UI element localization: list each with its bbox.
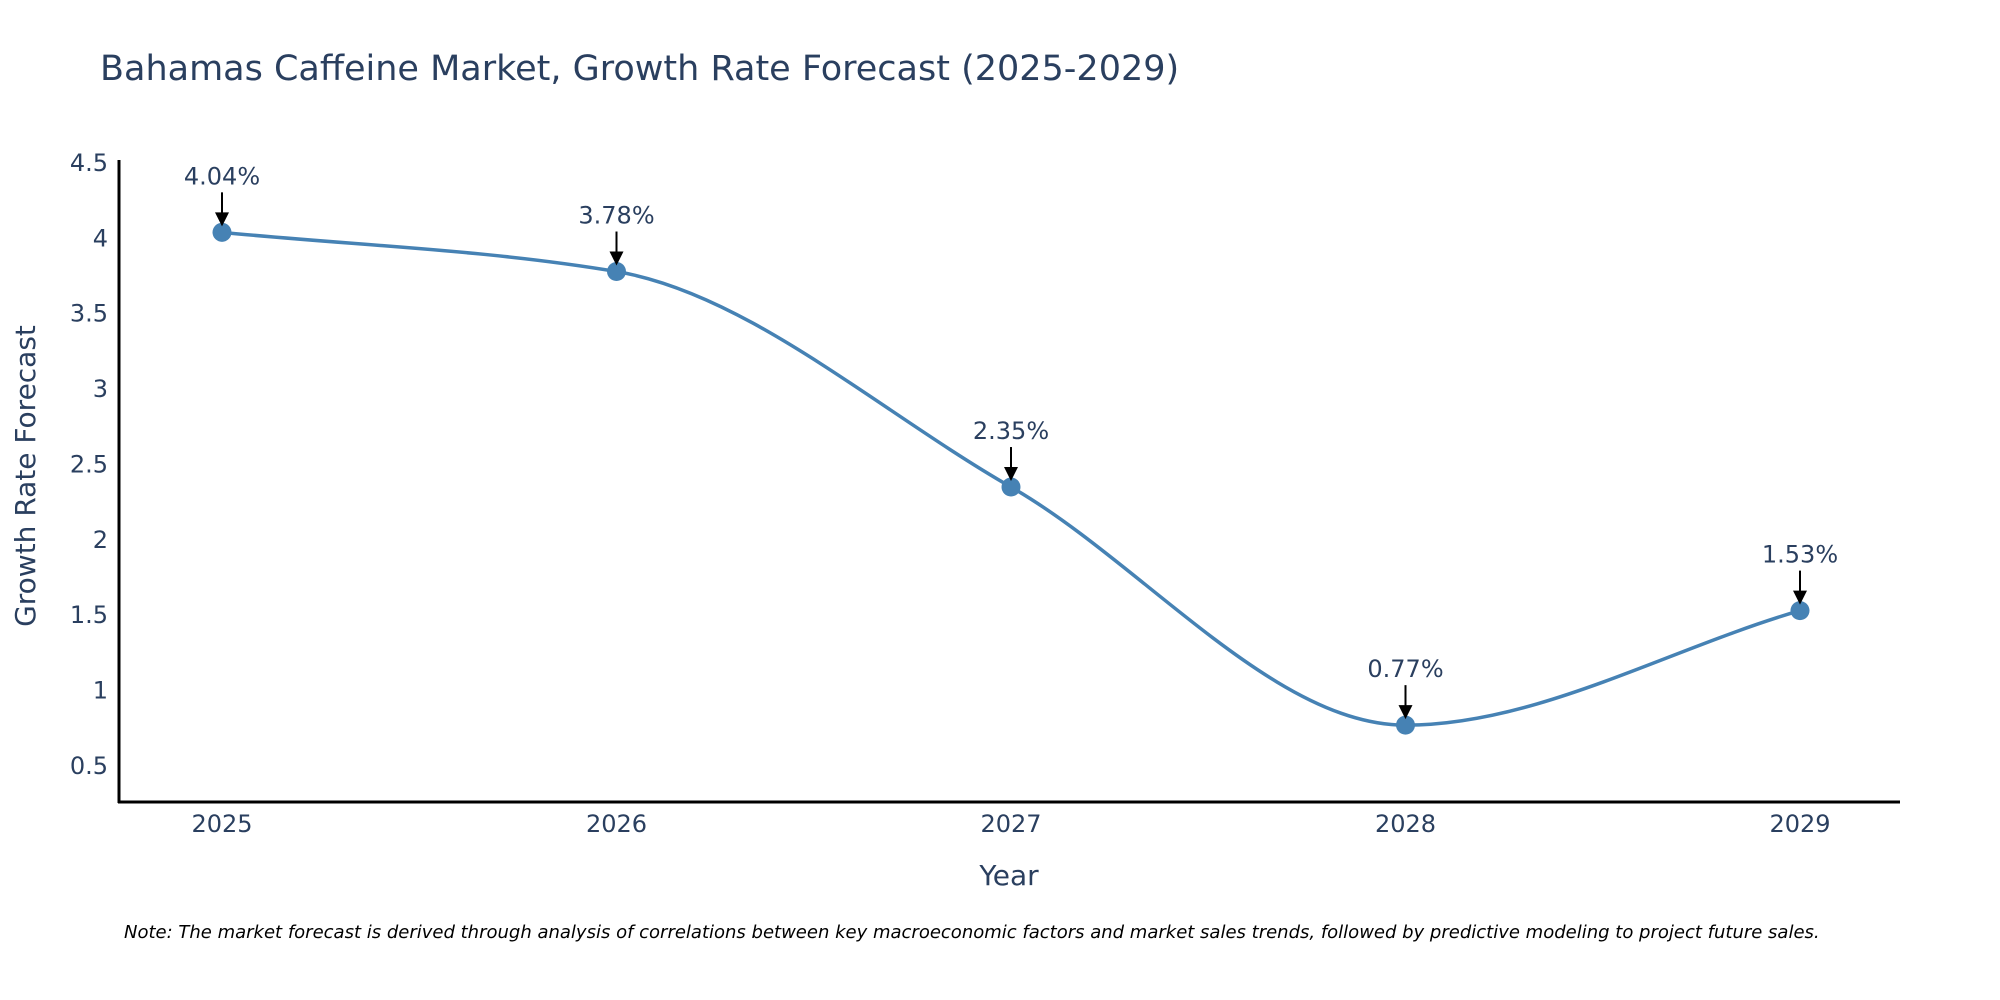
data-point-2025[interactable] [212,222,232,242]
y-axis-ticks: 0.5 1 1.5 2 2.5 3 3.5 4 4.5 [70,149,108,780]
data-label-2027: 2.35% [973,417,1049,445]
footnote: Note: The market forecast is derived thr… [124,922,1820,943]
x-axis-ticks: 2025 2026 2027 2028 2029 [191,810,1830,838]
x-tick-label: 2029 [1769,810,1830,838]
x-tick-label: 2027 [980,810,1041,838]
data-point-2029[interactable] [1790,601,1810,621]
annotation-arrow-head [609,251,624,266]
data-label-2029: 1.53% [1762,541,1838,569]
data-label-2026: 3.78% [578,202,654,230]
y-tick-label: 2 [93,526,108,554]
y-tick-label: 3.5 [70,300,108,328]
x-axis-title: Year [978,859,1039,892]
x-tick-label: 2025 [191,810,252,838]
y-tick-label: 3 [93,375,108,403]
data-points [212,222,1810,735]
y-tick-label: 4.5 [70,149,108,177]
y-tick-label: 1 [93,676,108,704]
data-point-2028[interactable] [1396,715,1415,735]
y-tick-label: 4 [93,224,108,252]
y-tick-label: 0.5 [70,752,108,780]
data-point-2027[interactable] [1001,477,1021,497]
y-axis-title: Growth Rate Forecast [9,325,42,627]
y-tick-label: 2.5 [70,450,108,478]
annotation-arrow-head [1398,705,1413,720]
data-label-2028: 0.77% [1367,655,1443,683]
data-annotations: 4.04% 3.78% 2.35% 0.77% 1.53% [184,162,1838,720]
chart-title: Bahamas Caffeine Market, Growth Rate For… [100,49,1179,89]
annotation-arrow-head [1793,590,1807,605]
x-tick-label: 2028 [1375,810,1436,838]
x-tick-label: 2026 [586,810,647,838]
data-label-2025: 4.04% [184,162,260,190]
annotation-arrow-head [215,212,229,227]
annotation-arrow-head [1004,467,1018,482]
data-point-2026[interactable] [607,262,626,282]
y-tick-label: 1.5 [70,601,108,629]
